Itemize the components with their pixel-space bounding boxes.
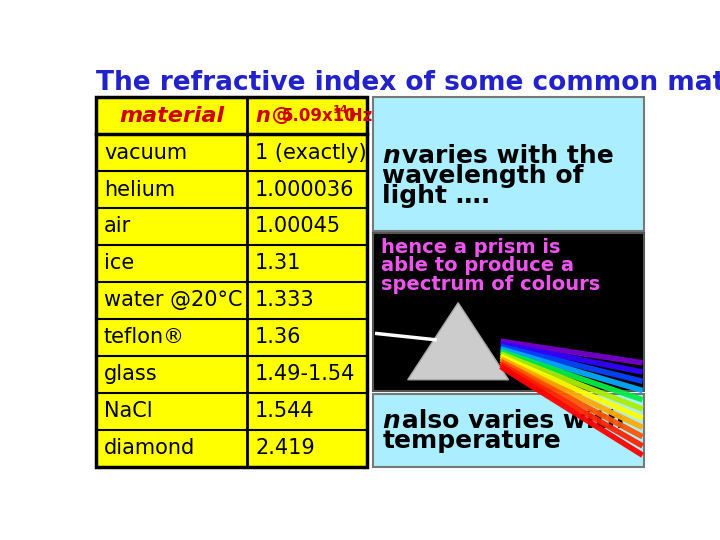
- Text: able to produce a: able to produce a: [381, 256, 574, 275]
- Text: 5.09x10: 5.09x10: [282, 106, 357, 125]
- Text: air: air: [104, 217, 131, 237]
- Text: diamond: diamond: [104, 438, 195, 458]
- Text: light ….: light ….: [382, 185, 490, 208]
- Text: teflon®: teflon®: [104, 327, 185, 347]
- Text: Hz: Hz: [343, 106, 372, 125]
- Text: water @20°C: water @20°C: [104, 291, 243, 310]
- Text: 1.544: 1.544: [255, 401, 315, 421]
- Text: NaCl: NaCl: [104, 401, 153, 421]
- Polygon shape: [408, 303, 508, 380]
- Text: The refractive index of some common materials …: The refractive index of some common mate…: [96, 70, 720, 96]
- Text: wavelength of: wavelength of: [382, 165, 584, 188]
- Text: helium: helium: [104, 179, 175, 200]
- FancyBboxPatch shape: [373, 394, 644, 467]
- Text: 1 (exactly): 1 (exactly): [255, 143, 366, 163]
- Text: 1.31: 1.31: [255, 253, 302, 273]
- Text: n: n: [255, 106, 270, 126]
- FancyBboxPatch shape: [373, 97, 644, 231]
- Text: glass: glass: [104, 364, 158, 384]
- Text: n: n: [382, 144, 400, 168]
- Text: 1.36: 1.36: [255, 327, 302, 347]
- Text: ice: ice: [104, 253, 134, 273]
- Text: 1.00045: 1.00045: [255, 217, 341, 237]
- Text: 1.000036: 1.000036: [255, 179, 354, 200]
- Text: also varies with: also varies with: [393, 409, 624, 433]
- FancyBboxPatch shape: [96, 97, 367, 467]
- Text: n: n: [382, 409, 400, 433]
- Text: varies with the: varies with the: [393, 144, 613, 168]
- Text: @: @: [265, 106, 292, 125]
- Text: 1.333: 1.333: [255, 291, 315, 310]
- Text: 14: 14: [333, 105, 348, 115]
- Text: 2.419: 2.419: [255, 438, 315, 458]
- Text: temperature: temperature: [382, 429, 561, 453]
- Text: spectrum of colours: spectrum of colours: [381, 275, 600, 294]
- FancyBboxPatch shape: [373, 233, 644, 392]
- Text: 1.49-1.54: 1.49-1.54: [255, 364, 356, 384]
- Text: vacuum: vacuum: [104, 143, 187, 163]
- Text: hence a prism is: hence a prism is: [381, 238, 560, 257]
- Text: material: material: [120, 106, 225, 126]
